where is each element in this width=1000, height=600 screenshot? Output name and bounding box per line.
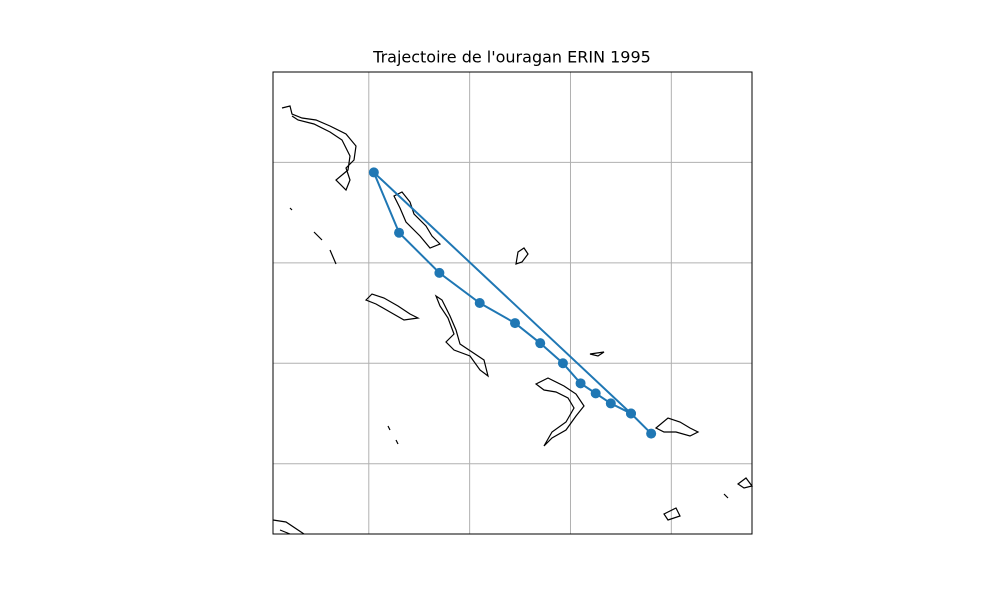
coastline <box>281 105 357 192</box>
coastline <box>289 207 729 499</box>
map-title: Trajectoire de l'ouragan ERIN 1995 <box>372 48 651 67</box>
track-point <box>394 227 405 238</box>
coastline <box>534 377 585 447</box>
track <box>368 167 657 439</box>
track-point <box>557 358 568 369</box>
track-point <box>510 318 521 329</box>
track-point <box>605 398 616 409</box>
track-point <box>575 378 586 389</box>
map-frame <box>272 71 753 535</box>
coastlines <box>272 105 754 535</box>
track-point <box>625 408 636 419</box>
coastline <box>663 507 681 521</box>
coastline <box>364 293 420 321</box>
coastline <box>589 351 605 357</box>
coastline <box>654 417 700 437</box>
track-point <box>434 267 445 278</box>
grid <box>273 72 752 534</box>
coastline <box>434 294 489 378</box>
track-point <box>368 167 379 178</box>
track-point <box>535 338 546 349</box>
coastline <box>272 519 305 535</box>
coastline <box>515 247 529 265</box>
coastline <box>393 191 442 249</box>
track-point <box>474 298 485 308</box>
track-point <box>646 428 657 439</box>
track-point <box>590 388 601 399</box>
